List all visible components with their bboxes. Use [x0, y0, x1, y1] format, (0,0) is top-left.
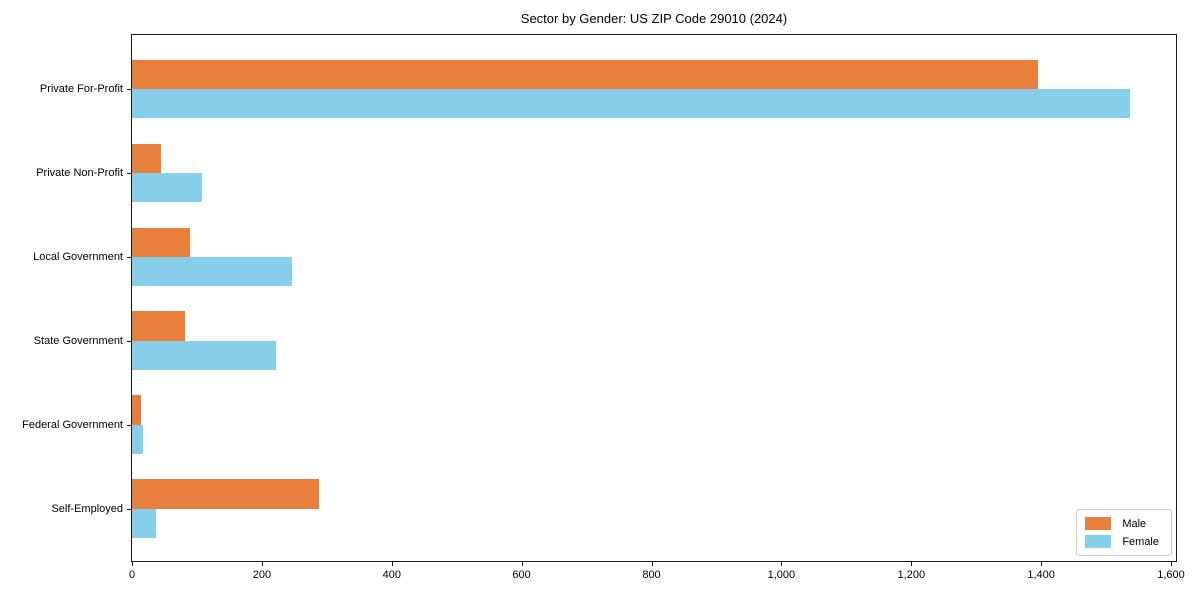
x-axis-tick-label: 1,600 — [1157, 569, 1185, 581]
bar-male — [132, 395, 142, 425]
x-axis-tick-label: 0 — [128, 569, 136, 581]
y-axis-category-label: Federal Government — [22, 418, 123, 431]
x-axis-tick-label: 200 — [252, 569, 272, 581]
bar-female — [132, 340, 277, 371]
chart-title: Sector by Gender: US ZIP Code 29010 (202… — [520, 11, 788, 26]
x-axis-tick — [651, 561, 653, 566]
legend-label-male: Male — [1122, 517, 1147, 530]
legend: Male Female — [1076, 509, 1172, 556]
legend-swatch-female — [1085, 535, 1112, 548]
plot-area: Private For-Profit Private Non-Profit Loca… — [22, 34, 1185, 581]
legend-item-female: Female — [1085, 535, 1159, 548]
x-axis-tick-label: 1,400 — [1027, 569, 1055, 581]
bar-male — [132, 479, 319, 509]
y-axis-tick — [127, 89, 132, 90]
legend-item-male: Male — [1085, 517, 1159, 530]
y-axis-tick — [127, 256, 132, 258]
x-axis-tick — [1041, 561, 1043, 566]
y-axis-category-label: State Government — [33, 334, 123, 347]
x-axis-tick — [911, 561, 913, 566]
x-axis-tick-label: 1,200 — [897, 569, 926, 581]
x-axis-tick — [261, 561, 263, 566]
bar-male — [132, 311, 185, 341]
bar-female — [132, 172, 202, 203]
x-axis-tick — [781, 561, 783, 566]
y-axis-tick — [127, 340, 132, 342]
legend-swatch-male — [1085, 517, 1112, 530]
y-axis-tick — [127, 508, 132, 510]
x-axis-tick — [1171, 561, 1172, 566]
x-axis-tick-label: 1,000 — [767, 569, 796, 581]
y-axis-category-label: Self-Employed — [51, 502, 123, 515]
y-axis-tick — [127, 172, 132, 174]
y-axis-category-label: Local Government — [33, 250, 123, 263]
x-axis-tick-label: 600 — [512, 569, 531, 581]
y-axis-category-label: Private Non-Profit — [36, 166, 123, 179]
x-axis-tick-label: 800 — [642, 569, 661, 581]
bar-female — [132, 89, 1131, 119]
y-axis-category-label: Private For-Profit — [39, 83, 123, 95]
bar-male — [132, 59, 1038, 89]
bar-female — [132, 424, 143, 455]
y-axis-tick — [127, 424, 132, 426]
x-axis-tick-label: 400 — [382, 569, 401, 581]
bar-female — [132, 256, 292, 287]
x-axis-tick — [132, 561, 133, 566]
x-axis-tick — [521, 561, 523, 566]
legend-label-female: Female — [1122, 535, 1159, 548]
x-axis-tick — [391, 561, 393, 566]
bar-male — [132, 143, 161, 173]
bar-male — [132, 227, 191, 257]
bar-female — [132, 508, 156, 539]
